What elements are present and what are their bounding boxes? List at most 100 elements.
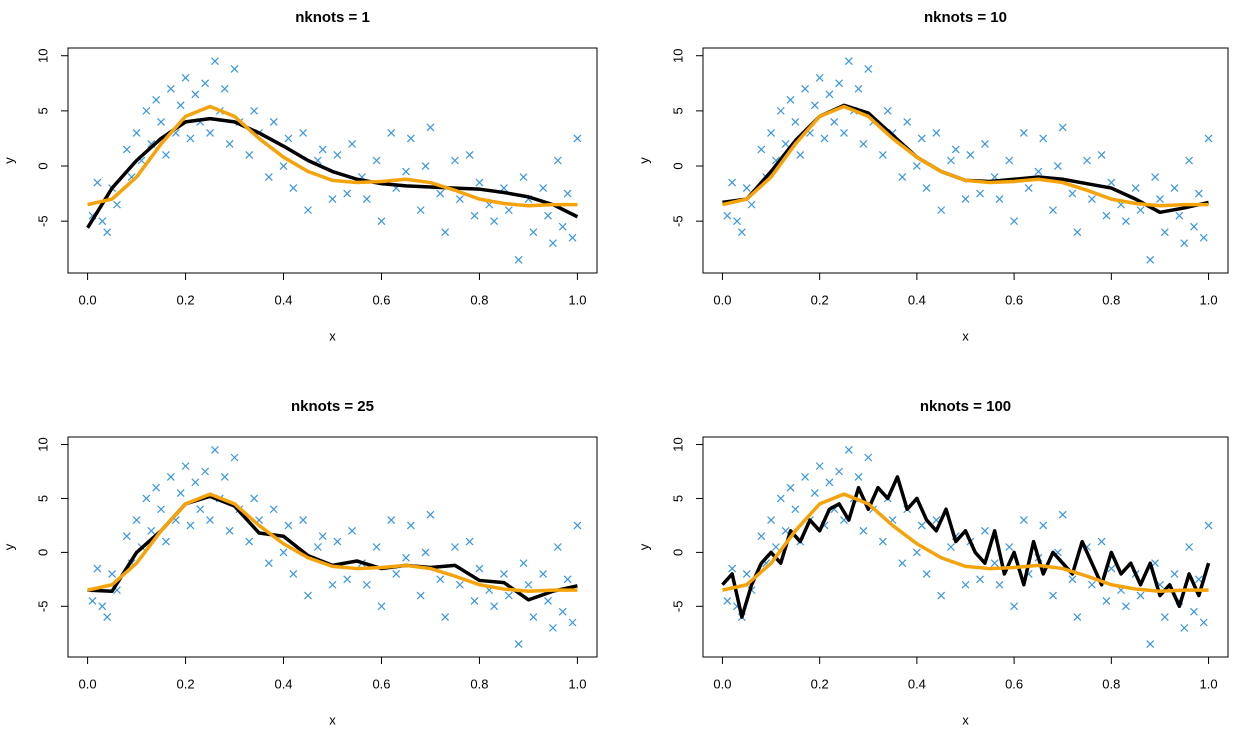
point-stroke <box>767 516 775 524</box>
point-stroke <box>490 217 499 226</box>
point-stroke <box>162 151 170 159</box>
point <box>284 134 293 143</box>
point <box>206 129 214 137</box>
point <box>1097 151 1106 159</box>
x-tick-label: 0.2 <box>177 676 195 691</box>
point <box>563 189 572 198</box>
point-stroke <box>737 228 746 237</box>
point-stroke <box>328 195 337 204</box>
point <box>791 117 800 126</box>
point <box>563 575 572 584</box>
point-stroke <box>1146 255 1155 264</box>
point-stroke <box>392 570 401 578</box>
x-tick-label: 0.6 <box>1005 292 1023 307</box>
point-stroke <box>932 516 941 524</box>
point-stroke <box>835 79 844 88</box>
point <box>343 575 352 584</box>
title: nknots = 1 <box>295 9 370 26</box>
point <box>377 217 386 226</box>
point-stroke <box>441 228 450 237</box>
point <box>1204 134 1213 143</box>
point-stroke <box>981 140 989 148</box>
point-stroke <box>318 532 327 541</box>
point <box>220 84 229 93</box>
point-stroke <box>166 84 175 93</box>
point <box>917 134 926 143</box>
point-stroke <box>742 184 751 192</box>
point <box>864 65 873 73</box>
point <box>801 472 810 481</box>
point <box>88 596 97 605</box>
point <box>946 156 955 165</box>
point-stroke <box>455 580 464 589</box>
fit-line <box>722 492 1209 593</box>
point <box>220 472 229 481</box>
point <box>844 57 853 66</box>
point-stroke <box>781 526 790 535</box>
point <box>539 570 548 578</box>
point-stroke <box>122 532 131 541</box>
y-tick-label: 10 <box>35 437 50 451</box>
point-stroke <box>230 453 239 462</box>
point-stroke <box>313 543 322 551</box>
point-stroke <box>771 156 780 165</box>
point <box>206 516 214 524</box>
point-stroke <box>553 156 562 165</box>
x-tick-label: 0.2 <box>811 676 829 691</box>
x-tick-label: 0.4 <box>908 676 926 691</box>
point-stroke <box>416 591 425 600</box>
point-stroke <box>103 613 112 622</box>
point <box>878 151 887 159</box>
point <box>504 591 513 600</box>
point-stroke <box>304 591 312 600</box>
x-tick-label: 0.4 <box>274 292 292 307</box>
point-stroke <box>343 575 352 584</box>
point-stroke <box>835 467 844 476</box>
fit-line <box>721 475 1211 619</box>
point <box>1175 211 1184 220</box>
x-tick-label: 0.8 <box>1102 292 1120 307</box>
point <box>470 596 479 605</box>
point <box>544 211 552 220</box>
point-stroke <box>455 195 464 204</box>
point <box>1039 521 1048 530</box>
point-stroke <box>426 123 435 132</box>
point <box>313 543 322 551</box>
point-stroke <box>181 73 190 82</box>
point-stroke <box>1204 134 1213 143</box>
point <box>1160 613 1169 622</box>
point <box>976 575 985 584</box>
point <box>225 140 234 148</box>
point <box>1170 184 1179 192</box>
point <box>500 570 508 578</box>
point-stroke <box>127 173 136 181</box>
point-stroke <box>781 140 790 148</box>
point <box>269 117 278 126</box>
point <box>912 162 921 170</box>
point <box>426 510 435 519</box>
point <box>859 140 868 148</box>
point <box>1068 575 1077 584</box>
point <box>573 134 582 143</box>
point-stroke <box>1194 189 1203 198</box>
point-stroke <box>723 596 732 605</box>
point <box>937 206 946 215</box>
point-stroke <box>421 162 430 170</box>
x-tick-label: 1.0 <box>1200 676 1218 691</box>
y-tick-label: -5 <box>670 215 685 227</box>
point <box>553 156 562 165</box>
point-stroke <box>122 145 131 154</box>
point <box>328 580 337 589</box>
point-stroke <box>171 516 180 524</box>
point <box>1180 239 1189 248</box>
point-stroke <box>898 559 907 568</box>
point <box>723 211 732 220</box>
point <box>475 178 484 187</box>
point <box>898 559 907 568</box>
point <box>1102 596 1111 605</box>
point <box>132 129 141 137</box>
x-tick-label: 0.8 <box>470 292 488 307</box>
point <box>912 548 921 557</box>
point <box>1102 211 1111 220</box>
point <box>514 255 523 264</box>
